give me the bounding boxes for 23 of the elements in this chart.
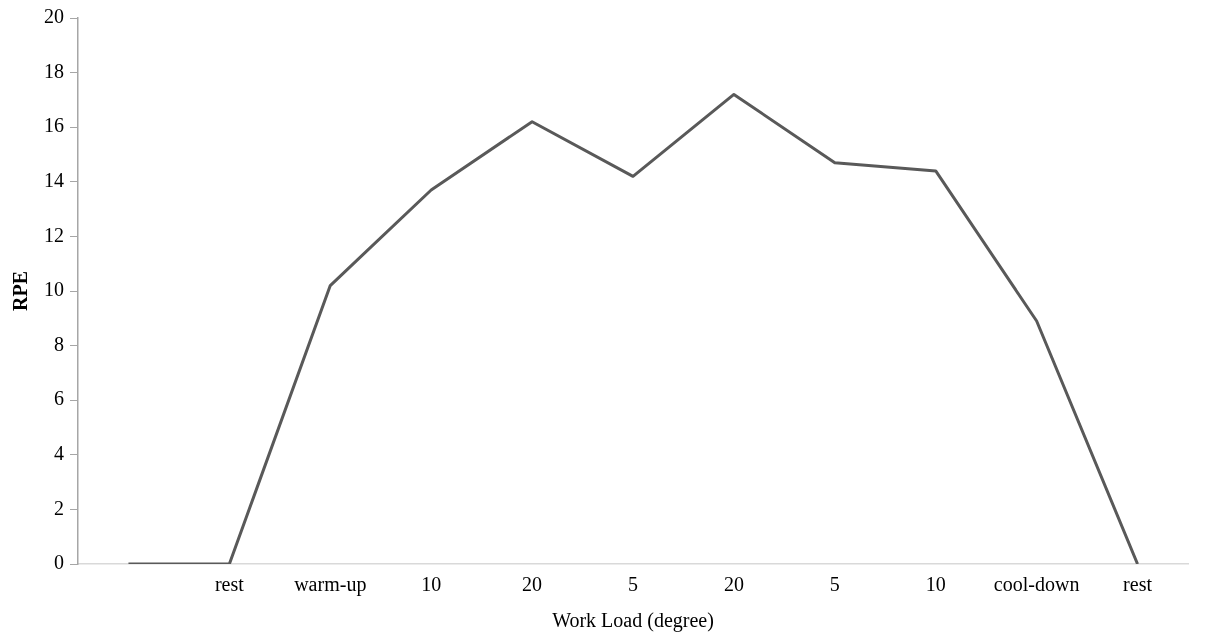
x-tick-label: cool-down: [993, 573, 1080, 596]
y-tick-label: 16: [44, 114, 64, 137]
x-tick-label: 5: [628, 573, 638, 596]
x-tick-label: 20: [522, 573, 543, 596]
x-tick-label: warm-up: [294, 573, 367, 597]
y-tick-label: 20: [44, 5, 64, 28]
x-tick-label: 10: [925, 573, 946, 596]
y-axis-title: RPE: [9, 271, 32, 311]
y-tick-label: 4: [54, 442, 64, 465]
x-tick-label: 20: [723, 573, 744, 596]
y-tick-label: 12: [44, 223, 64, 246]
y-tick-label: 6: [54, 387, 64, 410]
y-tick-label: 14: [44, 169, 64, 192]
x-tick-label: rest: [1123, 573, 1153, 596]
x-tick-label: rest: [214, 573, 245, 596]
x-axis-title: Work Load (degree): [552, 609, 714, 633]
x-tick-label: 5: [829, 573, 840, 596]
y-tick-label: 10: [44, 278, 64, 301]
x-tick-label: 10: [421, 573, 442, 596]
y-tick-label: 2: [54, 496, 64, 519]
y-tick-label: 18: [44, 59, 64, 82]
y-tick-label: 0: [54, 551, 64, 574]
y-tick-label: 8: [54, 332, 64, 355]
